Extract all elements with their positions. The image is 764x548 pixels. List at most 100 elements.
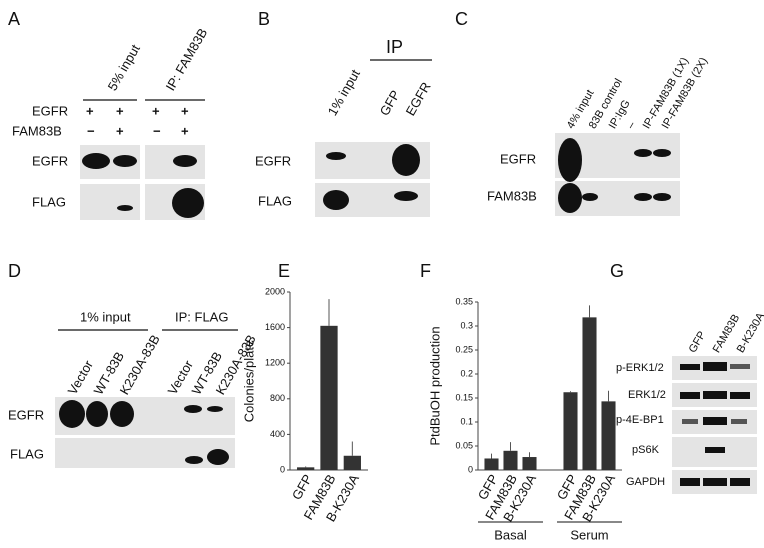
- panel-letter: E: [278, 261, 290, 281]
- band: [634, 193, 652, 201]
- bar: [484, 458, 499, 470]
- bar: [503, 450, 518, 470]
- group-label: IP: [386, 37, 403, 57]
- bar: [563, 392, 578, 470]
- lane-label: EGFR: [403, 79, 434, 118]
- y-tick-label: 0.2: [460, 368, 473, 378]
- blot-label: FLAG: [32, 194, 66, 209]
- band: [185, 456, 203, 464]
- row-label: FAM83B: [12, 123, 62, 138]
- band: [394, 191, 418, 201]
- band: [86, 401, 108, 427]
- band: [326, 152, 346, 160]
- bar: [320, 325, 338, 470]
- y-tick-label: 1600: [265, 322, 285, 332]
- lane-label: K230A-83B: [117, 332, 163, 397]
- band: [558, 138, 582, 182]
- bar: [582, 317, 597, 470]
- blot-label: FAM83B: [487, 188, 537, 203]
- y-axis-label: PtdBuOH production: [427, 326, 442, 445]
- row-label: EGFR: [32, 103, 68, 118]
- sign: +: [181, 103, 189, 118]
- blot-label: ERK1/2: [628, 389, 666, 401]
- band: [730, 392, 750, 399]
- blot-label: FLAG: [258, 193, 292, 208]
- sign: +: [116, 103, 124, 118]
- lane-label: GFP: [377, 88, 403, 119]
- band: [682, 419, 698, 424]
- band: [582, 193, 598, 201]
- y-tick-label: 0: [468, 464, 473, 474]
- panel-letter: D: [8, 261, 21, 281]
- band: [172, 188, 204, 218]
- sign: −: [153, 123, 161, 138]
- sign: +: [152, 103, 160, 118]
- band: [680, 478, 700, 486]
- band: [207, 406, 223, 412]
- y-tick-label: 1200: [265, 358, 285, 368]
- y-tick-label: 400: [270, 429, 285, 439]
- band: [323, 190, 349, 210]
- blot-label: EGFR: [255, 153, 291, 168]
- band: [730, 364, 750, 369]
- band: [731, 419, 747, 424]
- sign: +: [181, 123, 189, 138]
- sign: +: [86, 103, 94, 118]
- sign: −: [87, 123, 95, 138]
- band: [653, 193, 671, 201]
- blot-label: GAPDH: [626, 476, 665, 488]
- y-tick-label: 0.3: [460, 320, 473, 330]
- band: [110, 401, 134, 427]
- band: [703, 417, 727, 425]
- band: [730, 478, 750, 486]
- sign: +: [116, 123, 124, 138]
- blot: [55, 438, 235, 468]
- blot-label: p-ERK1/2: [616, 362, 664, 374]
- column-label: 1% input: [80, 309, 131, 324]
- band: [680, 364, 700, 370]
- band: [207, 449, 229, 465]
- blot: [80, 184, 140, 220]
- band: [173, 155, 197, 167]
- y-tick-label: 0.1: [460, 416, 473, 426]
- blot-label: pS6K: [632, 444, 660, 456]
- band: [703, 478, 727, 486]
- blot-label: EGFR: [500, 151, 536, 166]
- column-label: IP: FLAG: [175, 309, 228, 324]
- band: [703, 391, 727, 399]
- band: [680, 392, 700, 399]
- bar: [297, 467, 315, 470]
- blot-label: p-4E-BP1: [616, 414, 664, 426]
- y-tick-label: 0.25: [455, 344, 473, 354]
- y-tick-label: 0.15: [455, 392, 473, 402]
- blot: [55, 397, 235, 435]
- y-axis-label: Colonies/plate: [241, 340, 256, 422]
- band: [184, 405, 202, 413]
- lane-label: –: [625, 119, 639, 131]
- panel-letter: A: [8, 9, 20, 29]
- bar: [522, 457, 537, 470]
- band: [82, 153, 110, 169]
- lane-label: GFP: [687, 329, 709, 355]
- panel-letter: G: [610, 261, 624, 281]
- bar: [343, 455, 361, 470]
- band: [705, 447, 725, 453]
- y-tick-label: 0: [280, 464, 285, 474]
- blot-label: EGFR: [8, 407, 44, 422]
- y-tick-label: 2000: [265, 286, 285, 296]
- band: [634, 149, 652, 157]
- column-label: 5% input: [105, 42, 143, 94]
- y-tick-label: 800: [270, 393, 285, 403]
- panel-letter: B: [258, 9, 270, 29]
- band: [117, 205, 133, 211]
- bar: [601, 401, 616, 470]
- blot-label: FLAG: [10, 446, 44, 461]
- panel-letter: C: [455, 9, 468, 29]
- blot-label: EGFR: [32, 153, 68, 168]
- column-label: IP: FAM83B: [163, 26, 211, 94]
- y-tick-label: 0.35: [455, 296, 473, 306]
- band: [392, 144, 420, 176]
- band: [558, 183, 582, 213]
- group-label: Basal: [494, 527, 527, 542]
